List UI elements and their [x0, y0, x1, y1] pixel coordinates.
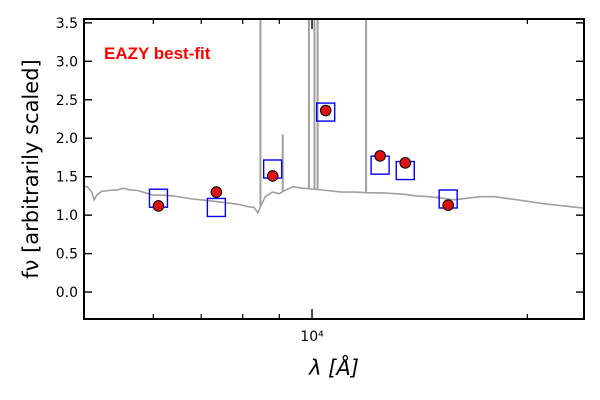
axis-ticks: 0.0 0.5 1.0 1.5 2.0 2.5 3.0 3.5 10⁴ — [56, 16, 584, 345]
observed-flux-point — [399, 157, 412, 169]
y-tick-label: 0.0 — [56, 285, 78, 301]
y-tick-label: 0.5 — [56, 247, 78, 263]
y-tick-label: 2.0 — [56, 131, 78, 147]
observed-flux-point — [266, 170, 279, 182]
annotation-label: EAZY best-fit — [104, 44, 211, 63]
observed-flux-point — [210, 186, 223, 198]
y-axis-label: fν [arbitrarily scaled] — [19, 59, 43, 278]
model-flux-box — [315, 102, 336, 122]
observed-flux-point — [374, 150, 386, 162]
observed-flux-point — [319, 104, 332, 117]
observed-flux-point — [152, 200, 165, 212]
y-tick-label: 2.5 — [56, 93, 78, 109]
model-flux-boxes — [148, 102, 458, 218]
model-flux-box — [206, 197, 227, 218]
observed-flux-point — [442, 199, 454, 211]
x-tick-label: 10⁴ — [300, 329, 324, 345]
template-spectrum — [84, 19, 584, 215]
plot-frame — [83, 18, 585, 320]
template-continuum — [84, 185, 584, 215]
y-tick-label: 3.0 — [56, 54, 78, 70]
y-tick-label: 1.5 — [56, 170, 78, 186]
y-tick-label: 3.5 — [56, 16, 78, 32]
observed-flux-points — [152, 104, 454, 212]
y-tick-label: 1.0 — [56, 208, 78, 224]
x-axis-label: λ [Å] — [308, 354, 359, 380]
